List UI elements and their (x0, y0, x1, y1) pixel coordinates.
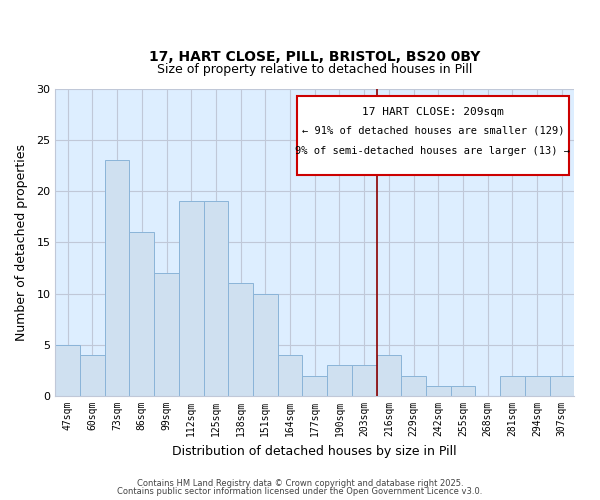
Bar (302, 376, 327, 396)
Bar (377, 355, 401, 396)
Bar (525, 376, 550, 396)
Title: 17, HART CLOSE, PILL, BRISTOL, BS20 0BY: 17, HART CLOSE, PILL, BRISTOL, BS20 0BY (149, 50, 481, 64)
Bar (278, 355, 302, 396)
Bar (105, 160, 130, 396)
Text: Size of property relative to detached houses in Pill: Size of property relative to detached ho… (157, 64, 472, 76)
Text: ← 91% of detached houses are smaller (129): ← 91% of detached houses are smaller (12… (302, 126, 564, 136)
Text: 17 HART CLOSE: 209sqm: 17 HART CLOSE: 209sqm (362, 107, 503, 117)
Text: Contains public sector information licensed under the Open Government Licence v3: Contains public sector information licen… (118, 487, 482, 496)
Text: Contains HM Land Registry data © Crown copyright and database right 2025.: Contains HM Land Registry data © Crown c… (137, 478, 463, 488)
Bar (228, 284, 253, 396)
Bar (426, 386, 451, 396)
Bar (327, 366, 352, 396)
Bar (500, 376, 525, 396)
Bar (550, 376, 574, 396)
Text: 9% of semi-detached houses are larger (13) →: 9% of semi-detached houses are larger (1… (295, 146, 571, 156)
Bar (253, 294, 278, 396)
Bar (80, 355, 105, 396)
Bar (401, 376, 426, 396)
Bar (352, 366, 377, 396)
Bar (451, 386, 475, 396)
Bar (203, 202, 228, 396)
Bar (55, 345, 80, 396)
X-axis label: Distribution of detached houses by size in Pill: Distribution of detached houses by size … (172, 444, 457, 458)
Bar (179, 202, 203, 396)
Bar (154, 273, 179, 396)
Y-axis label: Number of detached properties: Number of detached properties (15, 144, 28, 341)
Bar (130, 232, 154, 396)
FancyBboxPatch shape (296, 96, 569, 175)
